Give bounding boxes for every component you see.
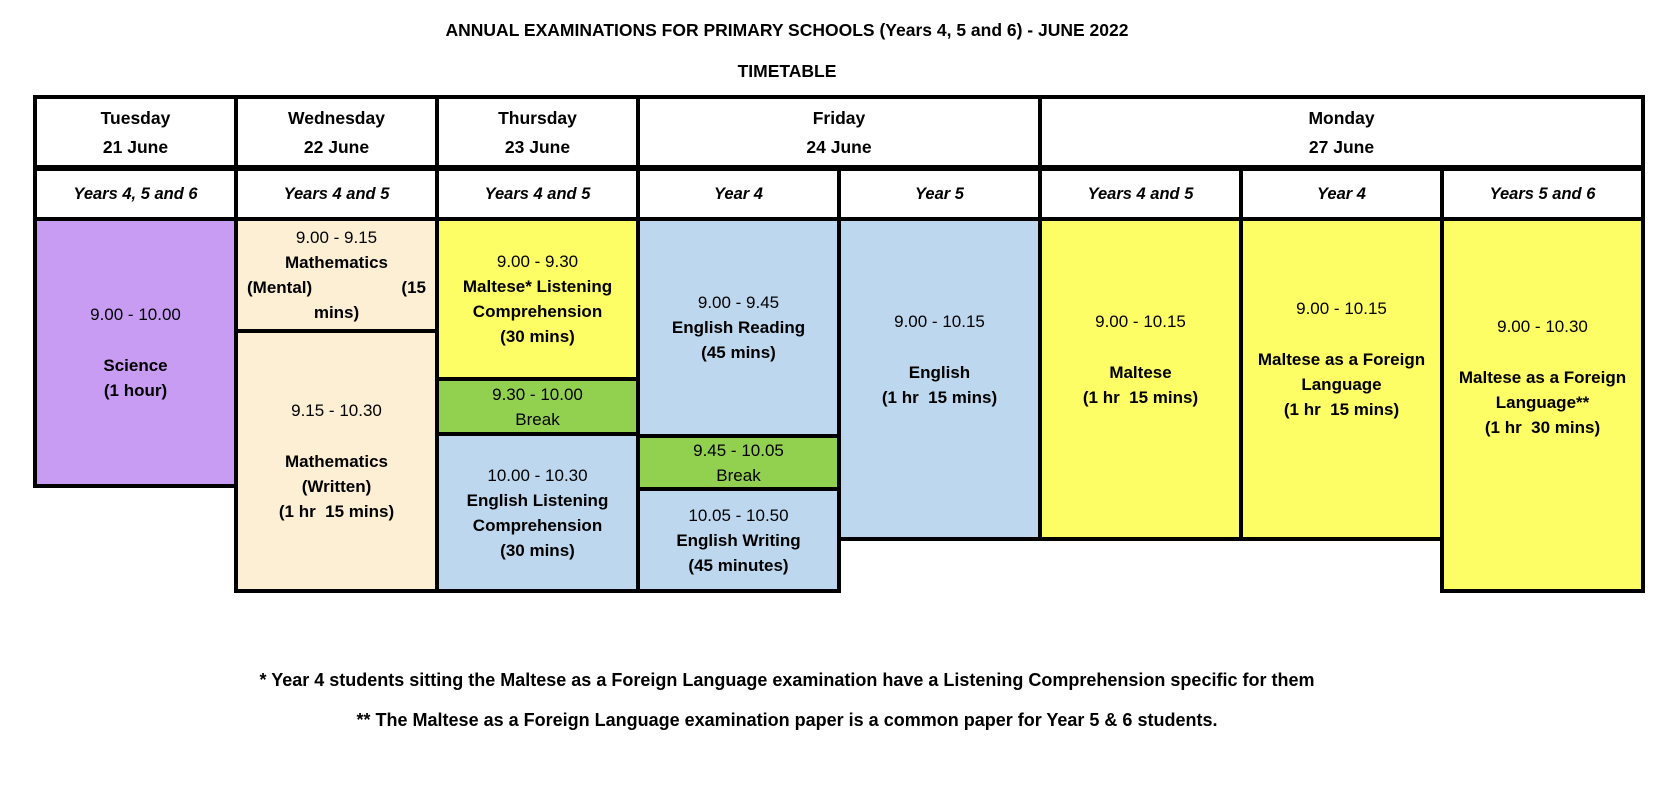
day-header-thursday: Thursday 23 June [435,95,640,169]
year-group-header: Years 4, 5 and 6 [33,167,238,221]
timetable-table: Tuesday 21 June Wednesday 22 June Thursday 23… [33,95,1649,597]
exam-cell: 9.00 - 10.30 Maltese as a Foreign Languag… [1440,217,1645,593]
day-name: Friday [812,107,866,128]
time-range: 9.15 - 10.30 [291,401,382,420]
time-range: 10.05 - 10.50 [688,505,789,525]
exam-subject-line: (30 mins) [500,540,575,560]
exam-subject-line: (30 mins) [500,327,575,346]
exam-cell: 9.00 - 10.15 Maltese as a Foreign Languag… [1239,217,1444,541]
exam-subject-line: Maltese as a Foreign Language [1257,350,1430,394]
year-group-label: Years 4, 5 and 6 [73,184,198,203]
exam-subject-line: (45 minutes) [688,555,789,575]
exam-subject-line: Maltese as a Foreign Language** [1458,368,1631,412]
footnote-maltese-year4: * Year 4 students sitting the Maltese as… [259,670,1315,690]
exam-subject-line: (1 hr 15 mins) [278,502,395,521]
exam-cell: 9.15 - 10.30 Mathematics (Written) (1 hr 15… [234,329,439,593]
exam-subject-line: English [908,362,971,382]
exam-subject-line: English Writing [676,530,801,550]
year-group-label: Years 4 and 5 [283,184,390,203]
year-group-header: Year 4 [636,167,841,221]
day-header-monday: Monday 27 June [1038,95,1645,169]
exam-cell: 10.05 - 10.50 English Writing (45 minutes) [636,487,841,593]
time-range: 10.00 - 10.30 [487,465,588,485]
exam-cell: 9.00 - 10.15 English (1 hr 15 mins) [837,217,1042,541]
exam-subject-line: (1 hr 15 mins) [1283,400,1400,419]
justified-right: (15 [401,278,426,297]
day-date: 23 June [504,136,571,157]
year-group-header: Years 4 and 5 [435,167,640,221]
day-header-friday: Friday 24 June [636,95,1042,169]
day-name: Tuesday [100,107,171,128]
day-date: 22 June [303,136,370,157]
break-label: Break [716,465,761,485]
exam-subject-line: Mathematics [285,452,388,471]
year-group-label: Year 4 [714,184,763,203]
year-group-header: Years 4 and 5 [234,167,439,221]
year-group-label: Years 4 and 5 [484,184,591,203]
exam-subject-line: Mathematics [285,253,388,272]
time-range: 9.00 - 10.00 [90,305,181,324]
time-range: 9.00 - 9.45 [697,293,780,312]
day-name: Monday [1308,107,1375,128]
day-header-tuesday: Tuesday 21 June [33,95,238,169]
time-range: 9.00 - 10.30 [1497,317,1588,336]
time-range: 9.30 - 10.00 [492,384,583,404]
footnote-maltese-common-paper: ** The Maltese as a Foreign Language exa… [356,710,1218,730]
exam-subject-line: English Listening Comprehension [466,490,614,535]
time-range: 9.00 - 9.15 [295,228,378,247]
time-range: 9.00 - 9.30 [496,252,579,271]
day-header-wednesday: Wednesday 22 June [234,95,439,169]
justified-line: (Mental) (15 [244,275,429,300]
exam-subject-line: (45 mins) [701,343,776,362]
exam-cell: 9.00 - 9.30 Maltese* Listening Comprehens… [435,217,640,381]
exam-cell: 9.00 - 9.15 Mathematics (Mental) (15 mins) [234,217,439,333]
year-group-label: Years 4 and 5 [1087,184,1194,203]
day-name: Thursday [498,107,577,128]
year-group-header: Years 4 and 5 [1038,167,1243,221]
day-date: 27 June [1308,136,1375,157]
exam-subject-line: mins) [313,303,360,322]
break-label: Break [515,409,560,429]
year-group-header: Year 5 [837,167,1042,221]
exam-cell: 9.00 - 10.15 Maltese (1 hr 15 mins) [1038,217,1243,541]
time-range: 9.45 - 10.05 [693,440,784,460]
day-date: 21 June [102,136,169,157]
break-cell: 9.30 - 10.00 Break [435,377,640,436]
exam-subject-line: (1 hr 15 mins) [1082,387,1199,407]
exam-cell: 9.00 - 9.45 English Reading (45 mins) [636,217,841,438]
title-block: ANNUAL EXAMINATIONS FOR PRIMARY SCHOOLS … [0,0,1574,82]
exam-subject-line: (1 hr 30 mins) [1484,418,1601,437]
day-name: Wednesday [288,107,385,128]
break-cell: 9.45 - 10.05 Break [636,434,841,491]
exam-cell: 10.00 - 10.30 English Listening Comprehen… [435,432,640,593]
time-range: 9.00 - 10.15 [1095,311,1186,331]
time-range: 9.00 - 10.15 [1296,299,1387,318]
exam-subject-line: Maltese* Listening Comprehension [462,277,617,321]
year-group-label: Year 4 [1317,184,1366,203]
justified-left: (Mental) [247,278,313,297]
page-title: ANNUAL EXAMINATIONS FOR PRIMARY SCHOOLS … [445,20,1129,40]
exam-subject-line: (Written) [301,477,372,496]
exam-subject-line: (1 hour) [103,381,168,400]
exam-subject-line: (1 hr 15 mins) [881,387,998,407]
year-group-label: Years 5 and 6 [1489,184,1596,203]
day-date: 24 June [806,136,872,157]
time-range: 9.00 - 10.15 [894,311,985,331]
exam-subject-line: Science [103,356,168,375]
year-group-header: Year 4 [1239,167,1444,221]
footnotes: * Year 4 students sitting the Maltese as… [0,660,1574,740]
year-group-label: Year 5 [915,184,964,203]
year-group-header: Years 5 and 6 [1440,167,1645,221]
exam-subject-line: English Reading [671,318,806,337]
exam-cell: 9.00 - 10.00 Science (1 hour) [33,217,238,488]
page-subtitle: TIMETABLE [737,61,837,81]
exam-subject-line: Maltese [1109,362,1172,382]
